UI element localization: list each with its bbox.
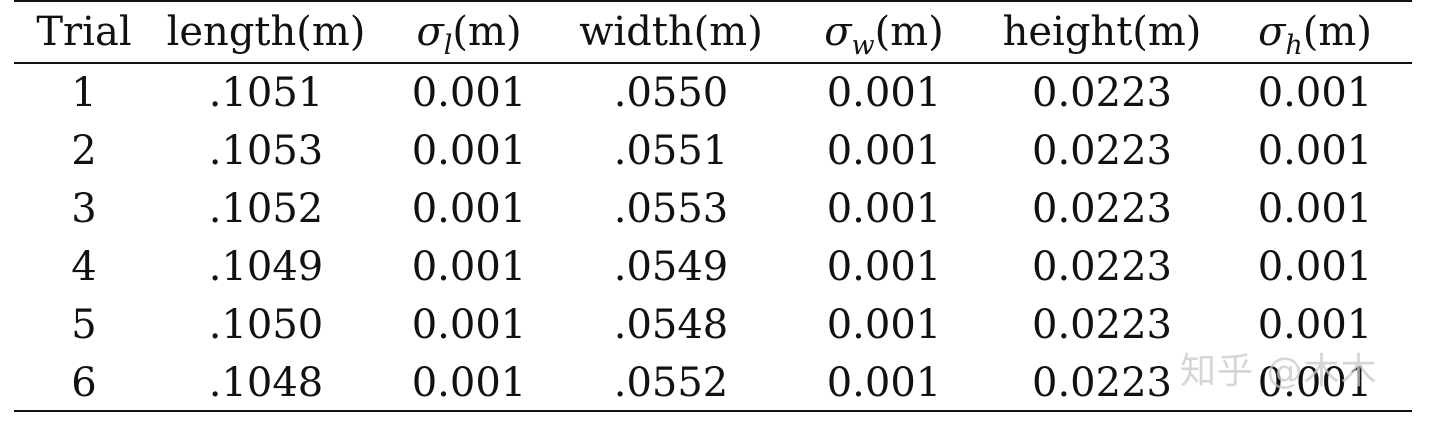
header-trial: Trial <box>36 9 132 55</box>
cell-sigma-w: 0.001 <box>826 302 942 348</box>
cell-trial: 6 <box>71 360 97 406</box>
cell-sigma-w: 0.001 <box>826 70 942 116</box>
cell-width: .0552 <box>613 360 729 406</box>
cell-length: .1050 <box>208 302 324 348</box>
table-row: 4 .1049 0.001 .0549 0.001 0.0223 0.001 <box>14 238 1412 296</box>
bottom-rule <box>14 410 1412 412</box>
table-row: 6 .1048 0.001 .0552 0.001 0.0223 0.001 <box>14 354 1412 412</box>
header-sigma-l: σl(m) <box>378 0 560 64</box>
cell-length: .1051 <box>208 70 324 116</box>
cell-sigma-l: 0.001 <box>411 186 527 232</box>
cell-trial: 2 <box>71 128 97 174</box>
unit: (m) <box>452 9 522 55</box>
header-row: Trial length(m) σl(m) width(m) σw(m) hei… <box>14 0 1412 64</box>
cell-length: .1048 <box>208 360 324 406</box>
cell-trial: 3 <box>71 186 97 232</box>
header-height: height(m) <box>1002 9 1202 55</box>
cell-length: .1052 <box>208 186 324 232</box>
cell-sigma-h: 0.001 <box>1257 128 1373 174</box>
table-row: 2 .1053 0.001 .0551 0.001 0.0223 0.001 <box>14 122 1412 180</box>
cell-sigma-l: 0.001 <box>411 302 527 348</box>
unit: (m) <box>1302 9 1372 55</box>
table-row: 1 .1051 0.001 .0550 0.001 0.0223 0.001 <box>14 64 1412 122</box>
cell-height: 0.0223 <box>1032 128 1172 174</box>
table-row: 5 .1050 0.001 .0548 0.001 0.0223 0.001 <box>14 296 1412 354</box>
measurement-table: Trial length(m) σl(m) width(m) σw(m) hei… <box>14 0 1412 412</box>
cell-width: .0549 <box>613 244 729 290</box>
cell-height: 0.0223 <box>1032 70 1172 116</box>
cell-sigma-w: 0.001 <box>826 128 942 174</box>
header-length: length(m) <box>166 9 366 55</box>
cell-sigma-l: 0.001 <box>411 244 527 290</box>
cell-height: 0.0223 <box>1032 302 1172 348</box>
table-row: 3 .1052 0.001 .0553 0.001 0.0223 0.001 <box>14 180 1412 238</box>
sigma-symbol: σ <box>416 9 444 55</box>
cell-height: 0.0223 <box>1032 244 1172 290</box>
cell-sigma-h: 0.001 <box>1257 302 1373 348</box>
cell-sigma-h: 0.001 <box>1257 186 1373 232</box>
cell-height: 0.0223 <box>1032 186 1172 232</box>
cell-width: .0551 <box>613 128 729 174</box>
cell-sigma-h: 0.001 <box>1257 360 1373 406</box>
header-sigma-h: σh(m) <box>1218 0 1412 64</box>
sigma-symbol: σ <box>824 9 852 55</box>
cell-trial: 4 <box>71 244 97 290</box>
cell-sigma-h: 0.001 <box>1257 244 1373 290</box>
sigma-symbol: σ <box>1258 9 1286 55</box>
header-width: width(m) <box>579 9 763 55</box>
watermark-text: 知乎 @木木 <box>1180 351 1378 392</box>
cell-trial: 5 <box>71 302 97 348</box>
cell-sigma-w: 0.001 <box>826 360 942 406</box>
subscript-l: l <box>443 30 453 61</box>
top-rule <box>14 0 1412 2</box>
subscript-w: w <box>851 30 875 61</box>
header-sigma-w: σw(m) <box>782 0 986 64</box>
unit: (m) <box>874 9 944 55</box>
subscript-h: h <box>1285 30 1303 61</box>
cell-height: 0.0223 <box>1032 360 1172 406</box>
cell-width: .0553 <box>613 186 729 232</box>
cell-sigma-l: 0.001 <box>411 128 527 174</box>
cell-length: .1053 <box>208 128 324 174</box>
cell-width: .0550 <box>613 70 729 116</box>
cell-sigma-l: 0.001 <box>411 70 527 116</box>
cell-sigma-w: 0.001 <box>826 186 942 232</box>
cell-sigma-w: 0.001 <box>826 244 942 290</box>
cell-sigma-h: 0.001 <box>1257 70 1373 116</box>
header-rule <box>14 62 1412 64</box>
cell-sigma-l: 0.001 <box>411 360 527 406</box>
cell-length: .1049 <box>208 244 324 290</box>
cell-trial: 1 <box>71 70 97 116</box>
cell-width: .0548 <box>613 302 729 348</box>
